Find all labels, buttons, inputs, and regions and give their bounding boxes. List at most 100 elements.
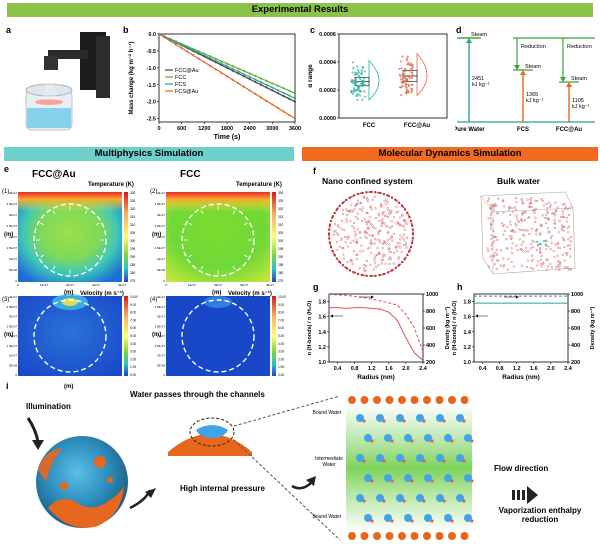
- f-water-molecule: [489, 206, 492, 210]
- f-water-molecule: [402, 238, 406, 241]
- b-series-point: [197, 51, 200, 54]
- i-water-molecule: [424, 434, 432, 442]
- e-y-tick: 5E-08: [9, 268, 17, 272]
- f-water-molecule: [380, 259, 383, 262]
- f-water-molecule: [388, 258, 391, 261]
- f-water-molecule: [510, 261, 513, 264]
- c-scatter-point: [400, 94, 403, 97]
- f-water-molecule: [550, 203, 553, 207]
- f-wall-atom: [369, 274, 373, 278]
- e-x-tick: 2E-07: [214, 377, 222, 378]
- f-water-molecule: [371, 224, 374, 227]
- f-water-molecule: [505, 238, 508, 241]
- f-wall-atom: [329, 245, 333, 249]
- h-y2-tick-label: 600: [571, 326, 580, 332]
- f-water-molecule: [358, 230, 362, 233]
- f-water-molecule: [509, 234, 512, 238]
- e-y-tick: 2E-07: [157, 334, 165, 338]
- f-water-molecule: [514, 230, 517, 234]
- f-water-molecule: [490, 247, 493, 251]
- f-water-molecule: [553, 226, 556, 230]
- f-water-molecule: [521, 202, 524, 205]
- i-water-molecule: [464, 514, 472, 522]
- f-water-molecule: [567, 238, 570, 241]
- e-velocity-label-right: Velocity (m s⁻¹): [228, 291, 272, 297]
- f-water-molecule: [345, 208, 348, 211]
- b-series-point: [208, 56, 212, 60]
- f-wall-atom: [394, 266, 397, 270]
- c-scatter-point: [355, 73, 358, 76]
- f-wall-atom: [338, 204, 341, 208]
- c-scatter-point: [399, 60, 402, 63]
- f-water-molecule: [533, 208, 536, 212]
- panel-label-i: i: [6, 381, 9, 391]
- e-y-tick: 0: [15, 373, 17, 377]
- b-series-point: [265, 99, 268, 103]
- c-scatter-point: [409, 62, 413, 65]
- b-series-point: [265, 86, 268, 89]
- e-flow-arrow-icon: [84, 265, 88, 270]
- f-water-molecule: [492, 229, 495, 232]
- f-water-molecule: [395, 250, 398, 253]
- e-x-unit-2: (m): [212, 290, 222, 296]
- f-wall-atom: [331, 215, 334, 219]
- f-water-molecule: [364, 220, 368, 224]
- f-water-molecule: [342, 257, 345, 260]
- f-water-molecule: [377, 264, 380, 267]
- f-water-molecule: [550, 241, 553, 244]
- f-water-molecule: [376, 238, 379, 241]
- b-series-point: [288, 113, 291, 117]
- f-highlight-molecule: [544, 243, 547, 246]
- e-flow-arrow-icon: [232, 265, 236, 270]
- i-wall-bead: [423, 396, 431, 404]
- f-water-molecule: [521, 212, 524, 215]
- f-water-molecule: [528, 205, 531, 208]
- c-scatter-point: [350, 90, 353, 94]
- e-y-tick: 1E-07: [9, 354, 17, 358]
- f-water-molecule: [548, 230, 551, 233]
- f-water-molecule: [539, 247, 542, 250]
- f-water-molecule: [396, 241, 399, 245]
- e-y-tick: 4E-07: [9, 191, 17, 195]
- f-water-molecule: [335, 240, 339, 243]
- f-water-molecule: [495, 267, 498, 271]
- i-water-molecule: [444, 514, 452, 522]
- f-water-molecule: [500, 222, 504, 225]
- f-wall-atom: [328, 241, 332, 244]
- b-legend-label: FCC@Au: [175, 68, 199, 74]
- f-water-molecule: [362, 206, 365, 209]
- e-x-tick: 1E-07: [40, 283, 48, 287]
- f-water-molecule: [487, 197, 491, 200]
- f-water-molecule: [397, 245, 400, 248]
- panel-label-e: e: [4, 164, 10, 174]
- h-x-tick-label: 0.8: [496, 366, 504, 372]
- f-water-molecule: [334, 229, 337, 232]
- c-violin: [368, 59, 380, 101]
- e-flow-arrow-icon: [200, 210, 204, 215]
- f-water-molecule: [356, 253, 359, 256]
- e-y-tick: 0: [15, 279, 17, 283]
- i-hydrogen-atom: [370, 479, 374, 483]
- f-water-molecule: [389, 226, 392, 230]
- f-water-molecule: [380, 222, 384, 225]
- h-x-tick-label: 2.4: [564, 366, 573, 372]
- e-flow-arrow-icon: [188, 222, 193, 226]
- e-x-tick: 4E-07: [266, 283, 274, 287]
- f-highlight-molecule: [539, 243, 542, 246]
- e-vel-tick: 1.00: [130, 365, 136, 369]
- f-water-molecule: [507, 258, 510, 261]
- g-y2-axis-label: Density (kg m⁻³): [444, 307, 451, 350]
- f-water-molecule: [380, 224, 383, 228]
- d-arrow-head: [566, 82, 572, 87]
- f-water-molecule: [508, 206, 512, 209]
- e-x-tick: 0: [17, 377, 19, 378]
- f-water-molecule: [390, 209, 393, 212]
- f-water-molecule: [514, 208, 518, 211]
- g-y-tick-label: 1.4: [318, 330, 327, 336]
- b-series-point: [231, 67, 234, 70]
- f-water-molecule: [366, 200, 370, 203]
- f-water-molecule: [386, 239, 390, 242]
- d-column-label: FCS: [517, 127, 529, 133]
- b-series-point: [186, 50, 189, 53]
- c-scatter-point: [405, 91, 408, 94]
